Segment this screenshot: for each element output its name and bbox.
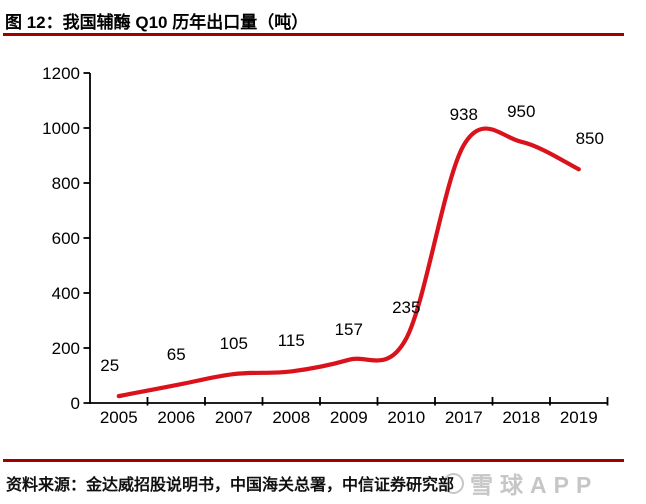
watermark-text: 雪球APP — [470, 472, 599, 498]
watermark: 雪球APP — [443, 466, 598, 500]
source-note: 资料来源：金达威招股说明书，中国海关总署，中信证券研究部 — [6, 477, 455, 494]
footer-rule — [3, 459, 624, 462]
series-line — [116, 126, 581, 399]
chart-title: 图 12：我国辅酶 Q10 历年出口量（吨） — [5, 13, 309, 32]
xueqiu-logo-icon — [443, 472, 464, 494]
title-underline-rule — [3, 33, 624, 36]
